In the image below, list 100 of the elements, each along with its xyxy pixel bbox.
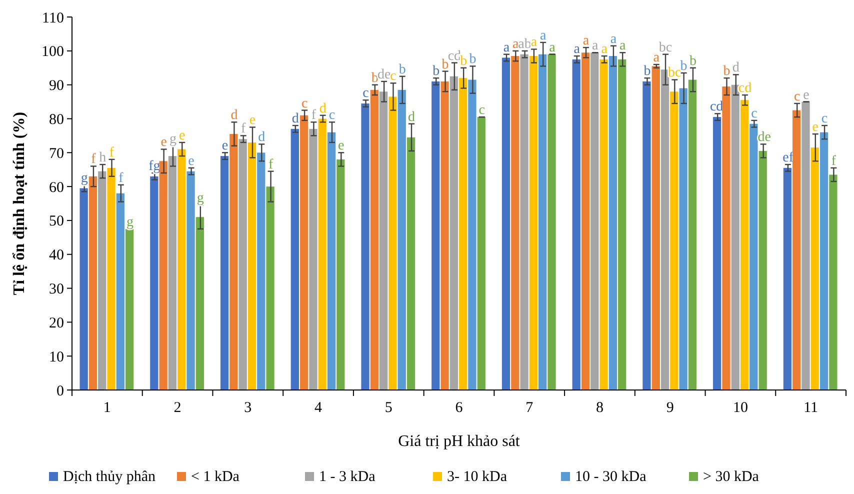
legend-label: 1 - 3 kDa	[319, 469, 376, 485]
bar	[820, 132, 828, 390]
bar	[98, 171, 106, 390]
data-label: b	[644, 64, 651, 80]
bar	[440, 81, 449, 390]
data-label: a	[619, 38, 626, 54]
data-label: d	[408, 110, 416, 125]
bar	[388, 96, 397, 390]
bar	[178, 149, 186, 390]
data-label: f	[91, 152, 96, 168]
data-label: b	[469, 52, 476, 68]
bar	[679, 88, 688, 390]
data-label: a	[530, 35, 538, 50]
bar	[257, 152, 266, 390]
y-tick-label: 10	[49, 349, 64, 366]
y-tick-label: 40	[49, 248, 64, 264]
data-label: c	[751, 106, 758, 122]
bar	[829, 174, 838, 390]
bar	[80, 188, 88, 390]
bar	[722, 86, 730, 390]
data-label: d	[732, 60, 740, 76]
bar	[548, 54, 556, 390]
y-tick-label: 100	[42, 44, 64, 60]
bar	[642, 81, 651, 390]
data-label: d	[319, 101, 326, 116]
bar	[370, 90, 378, 390]
bar	[186, 171, 195, 390]
data-label: a	[540, 28, 547, 44]
bar	[159, 161, 168, 390]
bar	[600, 59, 608, 390]
bar	[511, 56, 520, 390]
data-label: bc	[658, 40, 672, 56]
y-tick-label: 0	[56, 383, 64, 400]
bar	[652, 66, 660, 390]
x-tick-label: 4	[314, 400, 323, 416]
bar	[660, 70, 670, 390]
bar	[406, 137, 416, 390]
bar	[713, 117, 722, 390]
bar	[520, 54, 528, 390]
data-label: de	[377, 67, 391, 82]
bar	[150, 176, 158, 390]
data-label: a	[582, 34, 590, 49]
data-label: a	[592, 38, 600, 54]
legend-label: 3- 10 kDa	[447, 469, 508, 485]
bar	[300, 115, 308, 390]
bar	[196, 217, 204, 390]
data-label: f	[268, 157, 274, 172]
y-tick-label: 80	[49, 112, 64, 128]
data-label: g	[126, 214, 134, 230]
bar	[238, 139, 247, 390]
x-tick-label: 6	[455, 400, 464, 416]
bar	[731, 84, 740, 390]
bar	[248, 142, 256, 390]
y-tick-label: 110	[42, 10, 64, 26]
data-label: b	[398, 62, 406, 78]
bar	[450, 76, 458, 390]
x-tick-label: 7	[526, 400, 534, 416]
bar	[459, 78, 468, 390]
bar	[220, 156, 229, 390]
bar	[783, 168, 792, 390]
data-label: d	[230, 108, 238, 124]
data-label: e	[812, 120, 818, 135]
bar	[792, 110, 801, 390]
bar	[168, 156, 177, 390]
y-axis-title: Tỉ lệ ổn định hoạt tính (%)	[11, 112, 28, 296]
bar	[572, 59, 580, 390]
legend-label: < 1 kDa	[191, 469, 240, 485]
bar	[608, 56, 618, 390]
data-label: ab	[518, 36, 532, 52]
data-label: d	[258, 130, 266, 146]
legend-label: 10 - 30 kDa	[575, 469, 647, 485]
x-tick-label: 3	[244, 400, 252, 416]
bar	[810, 148, 819, 390]
bar	[107, 168, 116, 390]
data-label: f	[118, 170, 124, 186]
x-tick-label: 5	[384, 400, 392, 416]
bar	[502, 58, 510, 390]
data-label: a	[549, 40, 556, 56]
data-label: c	[301, 96, 308, 112]
x-axis-title: Giá trị pH khảo sát	[398, 433, 520, 450]
data-label: b	[723, 64, 730, 80]
data-label: b	[689, 54, 696, 69]
data-label: g	[80, 170, 88, 186]
data-label: e	[160, 135, 167, 150]
data-label: c	[478, 103, 485, 118]
legend-label: > 30 kDa	[703, 469, 760, 485]
data-label: cd	[738, 80, 752, 96]
data-label: bc	[668, 66, 682, 81]
data-label: g	[169, 132, 176, 147]
data-label: a	[503, 40, 510, 56]
bar	[590, 52, 599, 390]
bar	[336, 159, 345, 390]
y-tick-label: 70	[49, 146, 64, 162]
data-label: b	[432, 64, 440, 80]
bar	[688, 80, 697, 390]
bar	[581, 52, 590, 390]
data-label: f	[241, 122, 246, 137]
bar	[88, 176, 98, 390]
data-label: c	[390, 69, 396, 84]
bar	[125, 228, 134, 390]
